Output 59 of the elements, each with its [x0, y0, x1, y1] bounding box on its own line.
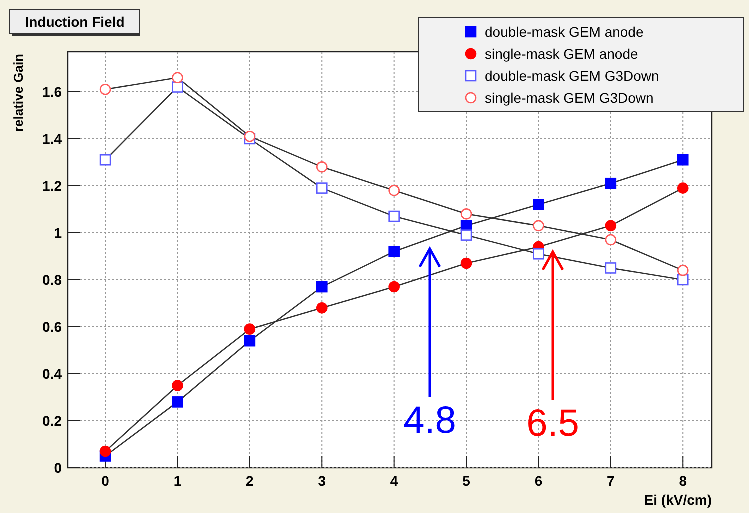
y-tick-label: 0.4: [42, 366, 62, 382]
y-axis-title: relative Gain: [11, 54, 26, 132]
point: [388, 210, 400, 222]
y-tick-label: 0.6: [42, 318, 62, 335]
y-tick-label: 0.2: [42, 412, 62, 429]
point: [172, 396, 184, 408]
x-tick-label: 2: [246, 473, 254, 489]
point: [605, 220, 617, 232]
point: [533, 220, 544, 232]
point: [316, 162, 328, 173]
point: [172, 72, 184, 84]
point: [460, 208, 472, 220]
legend-label: double-mask GEM G3Down: [485, 68, 660, 84]
point: [605, 262, 617, 274]
point: [388, 185, 400, 196]
point: [244, 130, 256, 142]
point: [244, 335, 256, 347]
point: [316, 182, 328, 194]
point: [677, 264, 689, 276]
point: [100, 446, 112, 458]
x-tick-label: 8: [679, 473, 688, 489]
point: [533, 199, 544, 210]
point: [316, 281, 328, 293]
point: [677, 274, 689, 286]
point: [388, 281, 400, 293]
annotation: 6.5: [526, 403, 580, 445]
point: [605, 234, 617, 246]
annotation: 4.8: [404, 400, 456, 442]
legend-label: single-mask GEM anode: [485, 46, 639, 62]
point: [100, 154, 112, 166]
point: [100, 84, 112, 96]
point: [172, 82, 184, 93]
x-tick-label: 0: [102, 473, 110, 489]
point: [244, 324, 256, 335]
y-tick-label: 0: [54, 460, 62, 476]
point: [172, 380, 184, 392]
y-tick-label: 1: [54, 224, 62, 241]
x-tick-label: 5: [462, 473, 471, 489]
x-tick-label: 6: [534, 473, 543, 489]
x-tick-label: 7: [607, 473, 616, 489]
point: [460, 258, 472, 270]
legend-label: single-mask GEM G3Down: [485, 90, 654, 106]
y-tick-label: 1.4: [42, 130, 62, 147]
x-tick-label: 1: [174, 473, 182, 489]
point: [533, 248, 544, 260]
point: [316, 302, 328, 314]
point: [677, 154, 689, 166]
point: [460, 230, 472, 241]
point: [388, 246, 400, 258]
x-axis-title: Ei (kV/cm): [644, 492, 712, 508]
legend-label: double-mask GEM anode: [485, 24, 644, 40]
x-tick-label: 4: [390, 473, 398, 489]
chart-title: Induction Field: [25, 14, 125, 30]
x-tick-label: 3: [318, 473, 326, 489]
point: [605, 178, 617, 190]
y-tick-label: 0.8: [42, 272, 62, 288]
y-tick-label: 1.6: [42, 84, 62, 100]
point: [677, 182, 689, 194]
y-tick-label: 1.2: [42, 178, 62, 194]
